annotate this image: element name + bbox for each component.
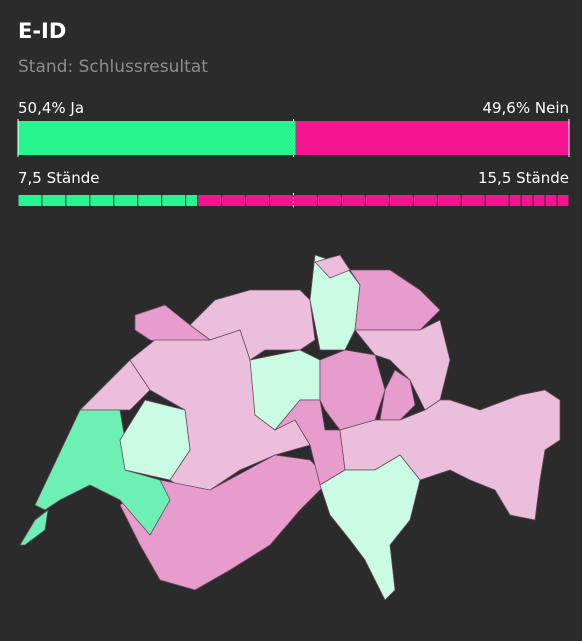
series (18, 195, 198, 206)
seat-segment (437, 195, 461, 206)
seat-segment (389, 195, 413, 206)
seat-segment (294, 195, 317, 206)
canton (19, 509, 49, 546)
canton (119, 454, 331, 591)
seat-segment (341, 195, 365, 206)
value-label: 49,6% Nein (482, 99, 569, 117)
canton (34, 409, 171, 536)
bar-segment (295, 121, 569, 155)
canton (319, 454, 421, 601)
seat-segment (198, 195, 222, 206)
seat-segment (246, 195, 270, 206)
seat-segment (222, 195, 246, 206)
value-label: 7,5 Stände (18, 169, 99, 187)
seat-segment (545, 195, 557, 206)
seat-segment (162, 195, 186, 206)
bar-segment (18, 121, 296, 155)
seat-segment (461, 195, 485, 206)
seat-segment (317, 195, 341, 206)
seat-segment (557, 195, 569, 206)
seat-segment (42, 195, 66, 206)
canton-map (19, 254, 561, 601)
seat-segment (18, 195, 42, 206)
subtitle: Stand: Schlussresultat (18, 57, 208, 77)
value-label: 15,5 Stände (478, 169, 569, 187)
seat-segment (413, 195, 437, 206)
seat-segment (485, 195, 509, 206)
seat-segment (533, 195, 545, 206)
seat-segment (90, 195, 114, 206)
canton (339, 389, 561, 521)
series (198, 195, 569, 206)
seat-segment (114, 195, 138, 206)
seat-segment (270, 195, 293, 206)
seat-segment (138, 195, 162, 206)
canton (119, 399, 191, 481)
seat-segment (66, 195, 90, 206)
seat-segment (521, 195, 533, 206)
title: E-ID (18, 19, 66, 43)
value-label: 50,4% Ja (18, 99, 84, 117)
seat-segment (365, 195, 389, 206)
seat-segment (509, 195, 521, 206)
seat-segment (186, 195, 198, 206)
